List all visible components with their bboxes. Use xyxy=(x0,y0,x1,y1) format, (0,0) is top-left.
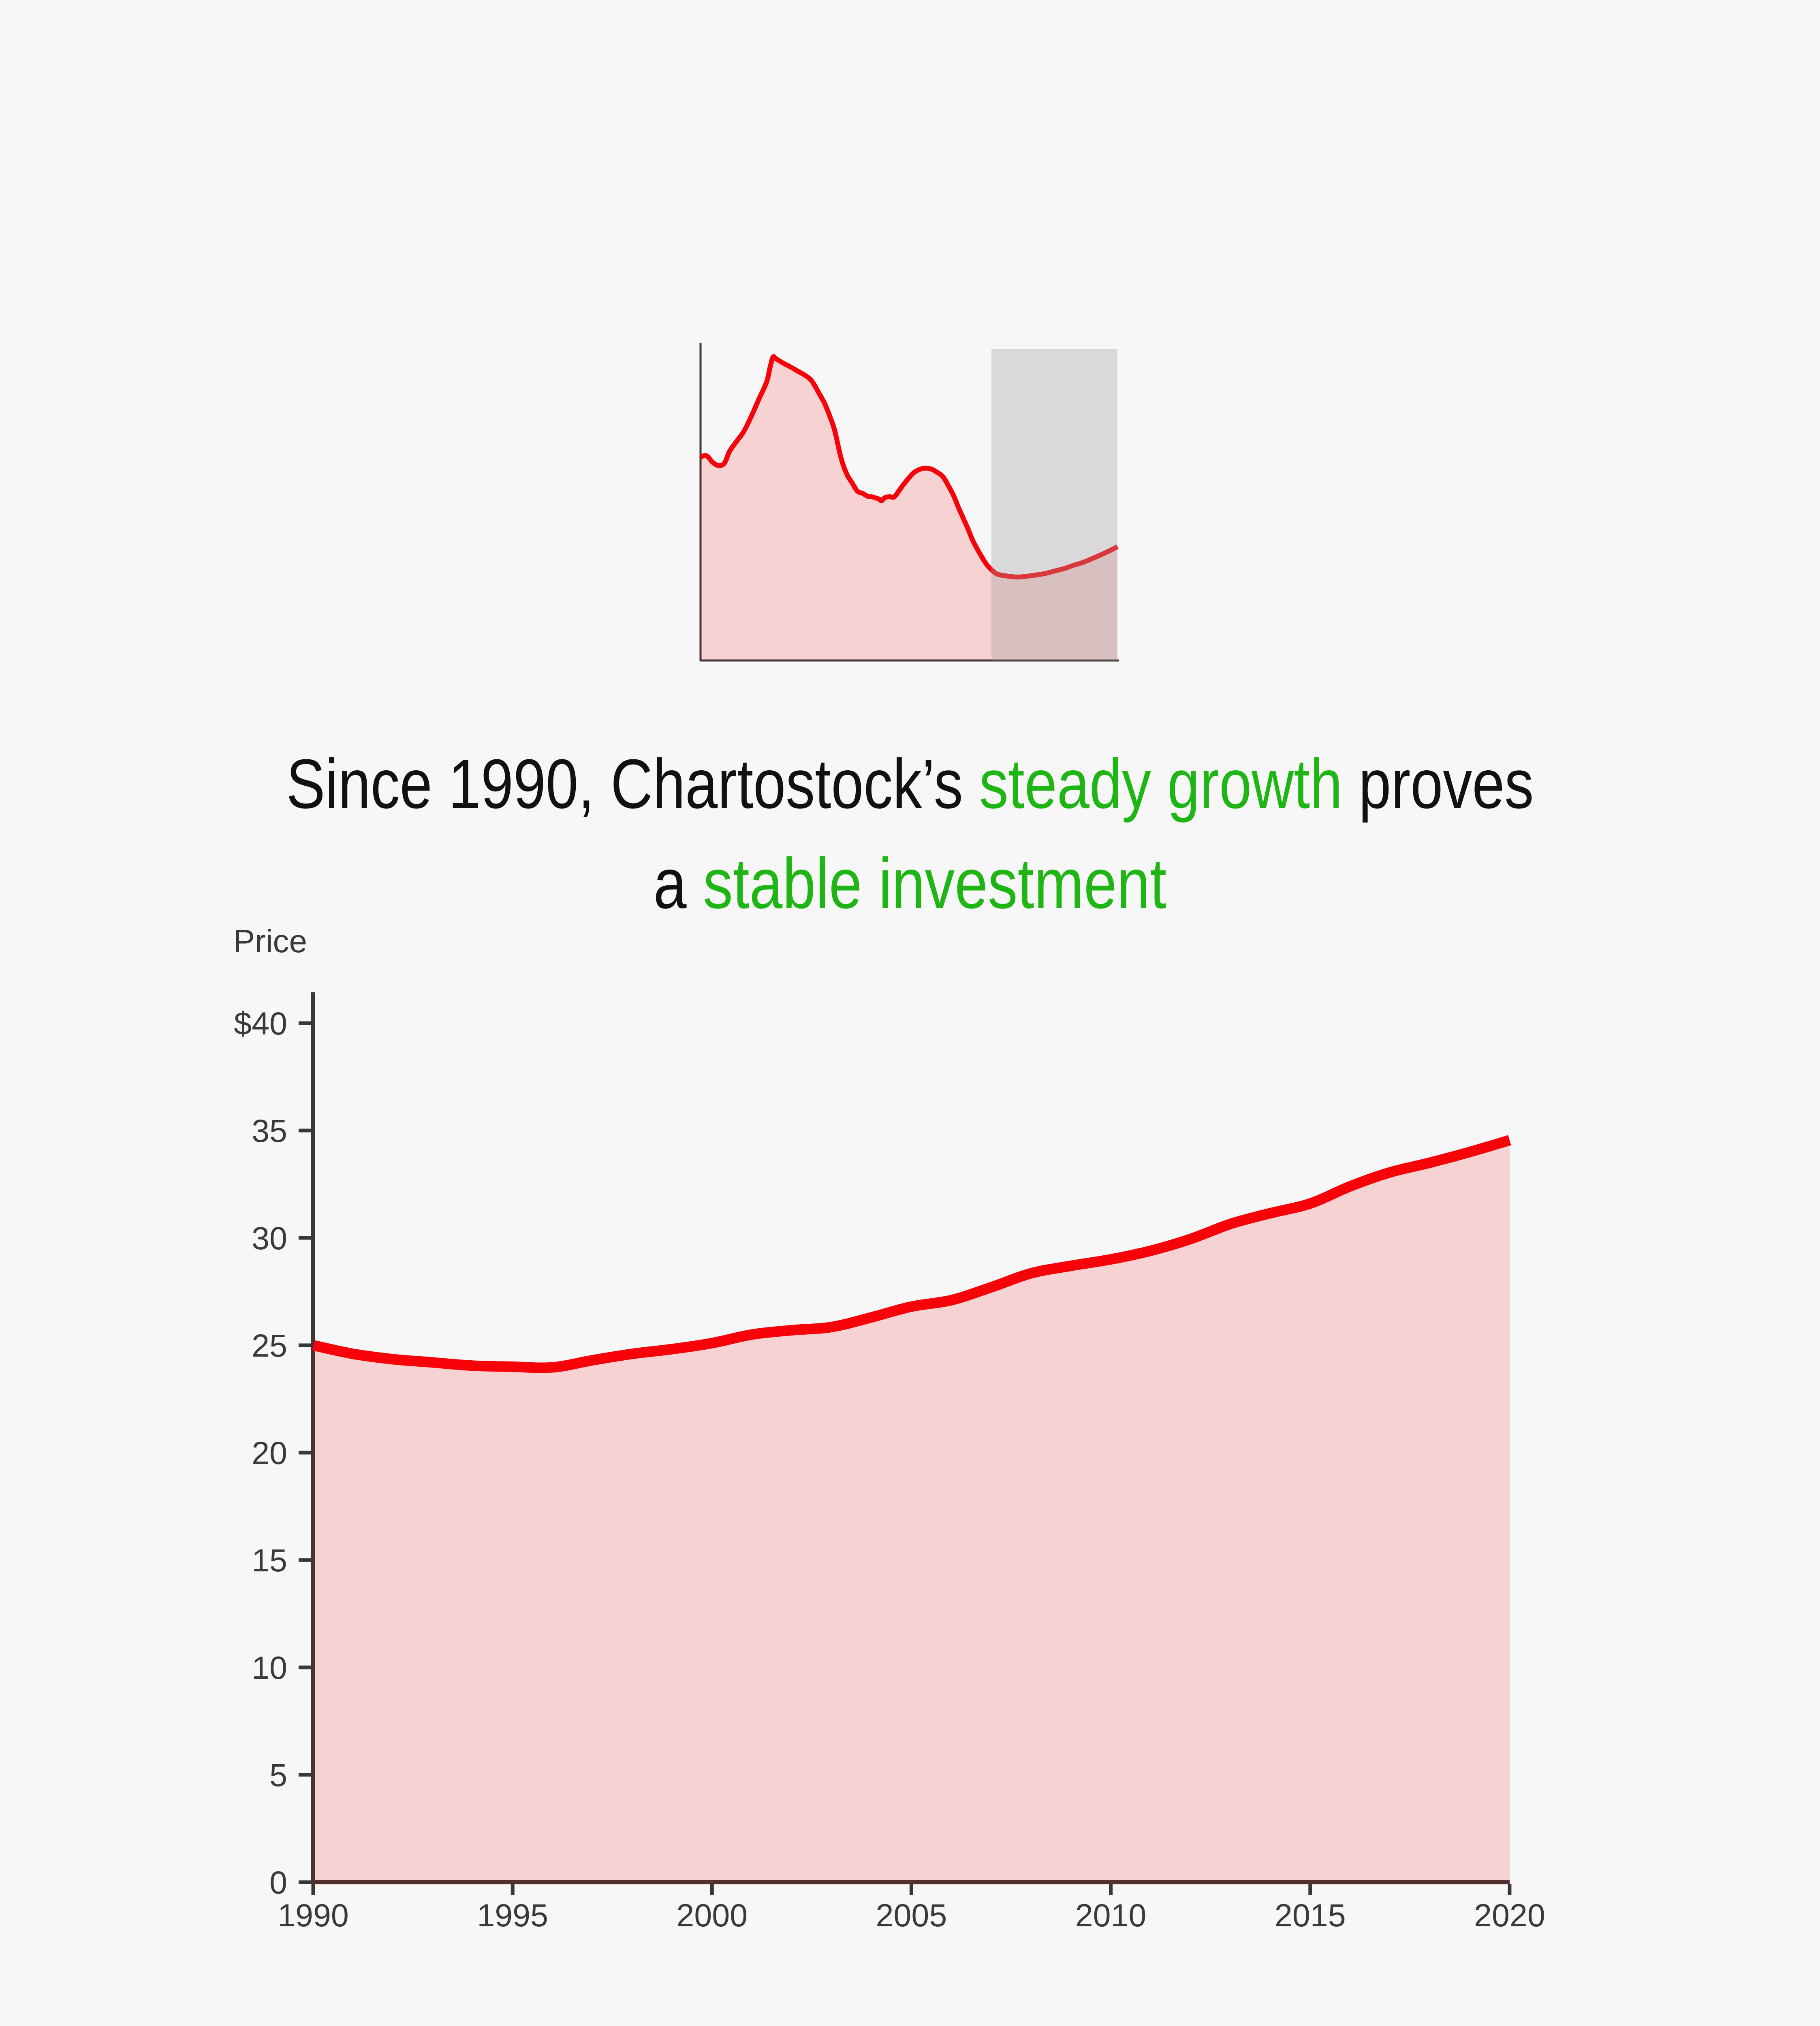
svg-text:35: 35 xyxy=(252,1113,287,1149)
svg-text:20: 20 xyxy=(252,1435,287,1471)
svg-text:Price: Price xyxy=(233,923,307,959)
svg-text:25: 25 xyxy=(252,1327,287,1363)
svg-text:2000: 2000 xyxy=(676,1897,748,1933)
svg-text:a stable investment: a stable investment xyxy=(654,844,1166,923)
svg-text:Since 1990, Chartostock’s stea: Since 1990, Chartostock’s steady growth … xyxy=(286,745,1534,823)
svg-text:1990: 1990 xyxy=(278,1897,349,1933)
svg-text:2015: 2015 xyxy=(1275,1897,1346,1933)
svg-text:30: 30 xyxy=(252,1220,287,1256)
svg-text:1995: 1995 xyxy=(477,1897,548,1933)
svg-text:2020: 2020 xyxy=(1474,1897,1545,1933)
svg-text:0: 0 xyxy=(269,1864,287,1900)
svg-text:5: 5 xyxy=(269,1757,287,1793)
svg-text:15: 15 xyxy=(252,1542,287,1578)
svg-text:2005: 2005 xyxy=(876,1897,947,1933)
svg-text:10: 10 xyxy=(252,1650,287,1686)
svg-text:2010: 2010 xyxy=(1075,1897,1147,1933)
svg-text:$40: $40 xyxy=(234,1005,287,1041)
